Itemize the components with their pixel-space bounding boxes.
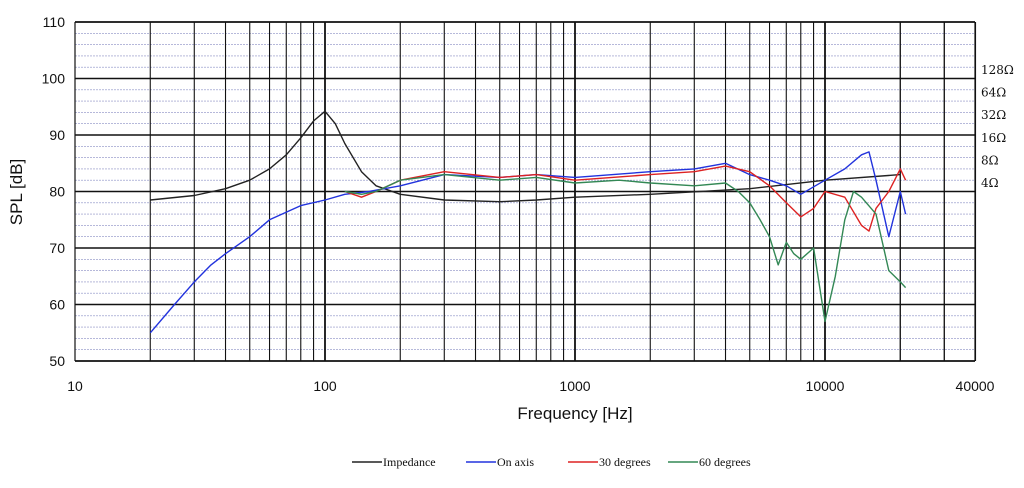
series-layer <box>149 110 907 334</box>
x-tick-label: 100 <box>313 378 337 394</box>
y-tick-label: 90 <box>49 127 65 143</box>
y-tick-label: 60 <box>49 297 65 313</box>
right-axis-label: 8Ω <box>981 153 999 167</box>
y-tick-label: 50 <box>49 353 65 369</box>
legend-label: On axis <box>497 455 534 469</box>
series-line-impedance <box>150 110 901 203</box>
legend-label: Impedance <box>383 455 436 469</box>
right-axis-label: 32Ω <box>981 108 1006 122</box>
x-tick-label: 10000 <box>806 378 845 394</box>
right-axis-label: 64Ω <box>981 86 1006 100</box>
legend-label: 60 degrees <box>699 455 751 469</box>
legend: Impedance On axis 30 degrees 60 degrees <box>352 455 751 469</box>
y-tick-label: 110 <box>43 14 66 30</box>
y-tick-label: 80 <box>49 184 65 200</box>
y-tick-label: 100 <box>42 71 66 87</box>
legend-label: 30 degrees <box>599 455 651 469</box>
series-line-30-degrees <box>344 165 907 232</box>
x-axis-title: Frequency [Hz] <box>517 404 632 423</box>
right-axis-label: 4Ω <box>981 176 999 190</box>
tick-labels: 50 60 70 80 90 100 110 10 100 1000 10000 40000 128Ω 6… <box>42 14 1014 394</box>
x-tick-label: 1000 <box>559 378 590 394</box>
series-line-on-axis <box>149 151 907 334</box>
plot-frame <box>74 21 976 362</box>
x-tick-label: 40000 <box>956 378 995 394</box>
y-tick-label: 70 <box>49 240 65 256</box>
right-axis-label: 128Ω <box>981 63 1014 77</box>
series-line-60-degrees <box>344 173 907 323</box>
major-grid <box>75 22 977 361</box>
x-tick-label: 10 <box>67 378 83 394</box>
right-axis-label: 16Ω <box>981 131 1006 145</box>
y-axis-title: SPL [dB] <box>7 159 26 225</box>
